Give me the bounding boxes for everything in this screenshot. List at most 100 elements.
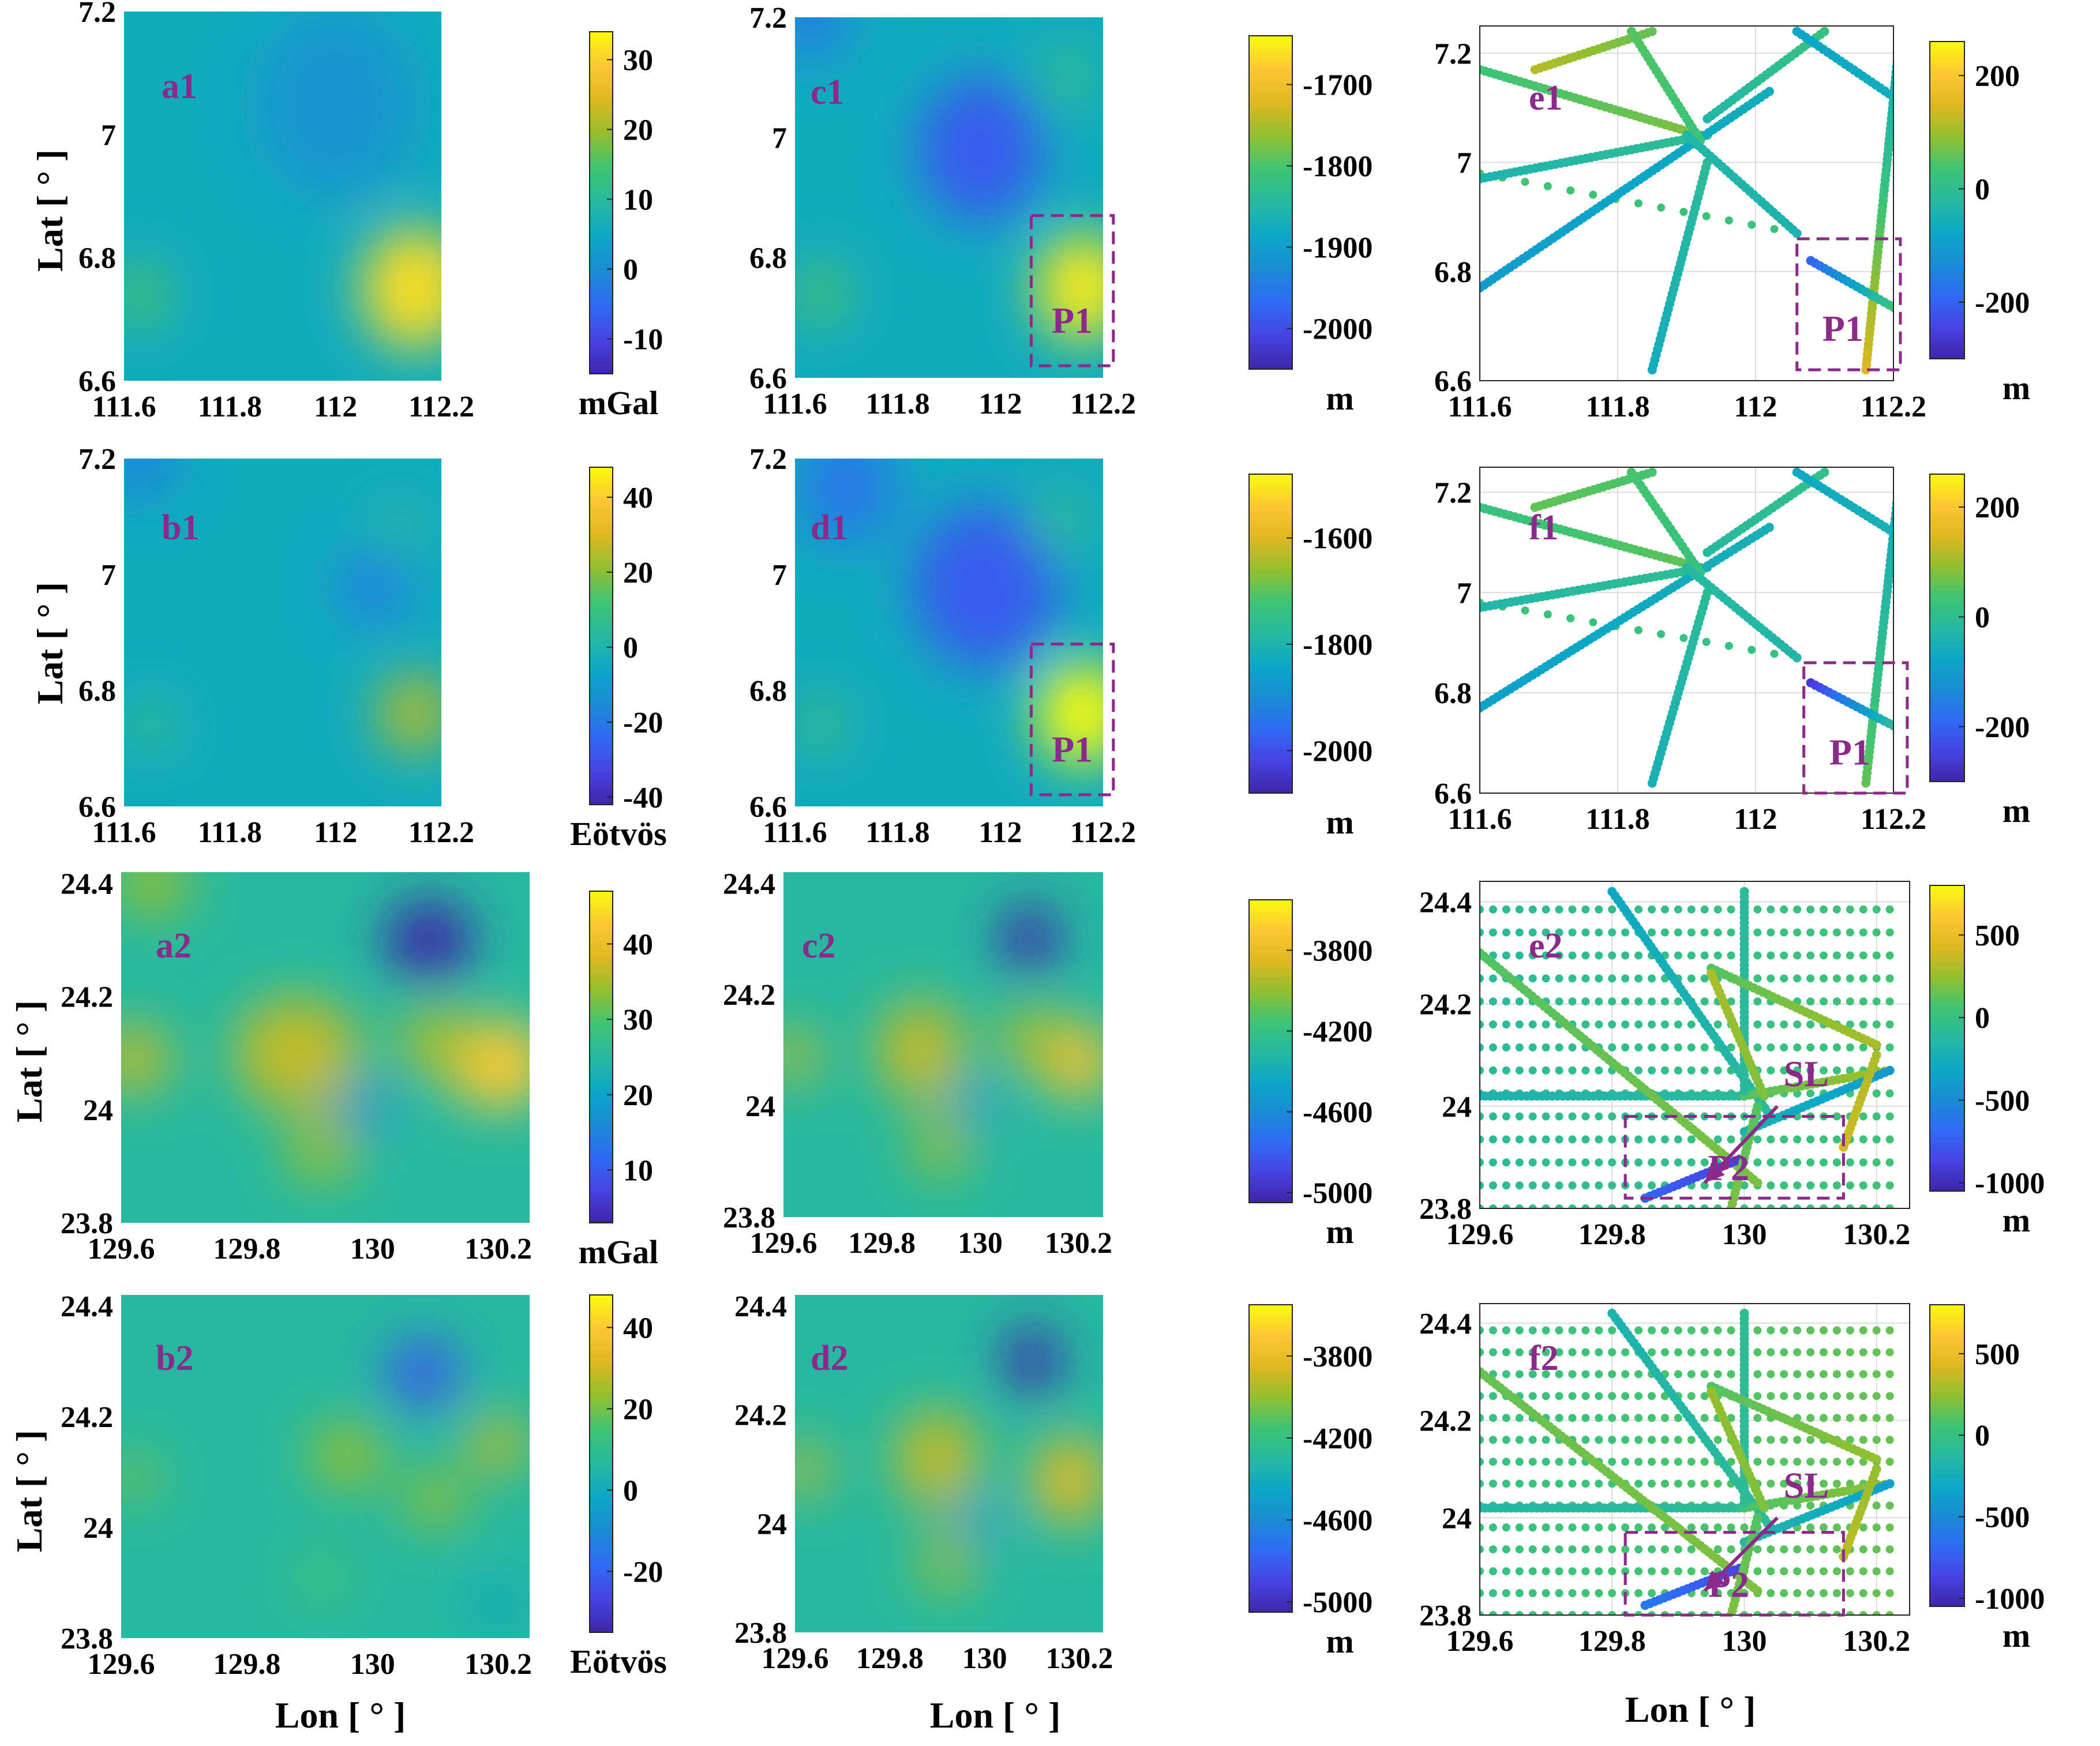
scatter-f2-grid-point [1727,1545,1735,1554]
annotation-label-f2: SL [1784,1465,1829,1505]
ytick-e1-3: 7.2 [1434,37,1472,70]
colorbar-tick-f2-0: 500 [1975,1338,2020,1371]
xtick-a2-3: 130.2 [464,1233,532,1266]
scatter-f2-grid-point [1820,1348,1828,1357]
colorbar-d2 [1248,1304,1293,1613]
scatter-e2-grid-point [1767,1181,1775,1190]
scatter-f2-grid-point [1713,1523,1722,1532]
scatter-e2-grid-point [1674,1135,1682,1144]
ytick-d2-1: 24 [757,1508,787,1541]
scatter-e2-grid-point [1528,1043,1537,1052]
scatter-f2-grid-point [1608,1370,1617,1379]
scatter-e2-grid-point [1832,974,1841,983]
scatter-e1-sparse-point [1657,203,1666,212]
ytick-a2-1: 24 [83,1094,113,1127]
scatter-e2-grid-point [1542,1066,1550,1075]
panel-label-a1: a1 [162,67,197,106]
region-box-e1-0 [1795,237,1902,371]
scatter-e2-grid-point [1753,951,1762,960]
ytick-f2-2: 24.2 [1419,1405,1472,1438]
scatter-f2-grid-point [1542,1370,1550,1379]
scatter-f2-grid-point [1859,1567,1867,1576]
scatter-f2-grid-point [1488,1523,1497,1532]
scatter-f1-track-10-point [1893,723,1903,733]
scatter-e2-grid-point [1528,1204,1537,1208]
scatter-f2-grid-point [1634,1414,1643,1422]
scatter-f2-grid-point [1885,1501,1894,1510]
scatter-f2-grid-point [1793,1545,1802,1554]
scatter-e2-grid-point [1542,1181,1550,1190]
panel-label-d1: d1 [811,508,848,547]
scatter-f2-grid-point [1806,1458,1815,1466]
scatter-e2-grid-point [1568,928,1577,937]
scatter-e2-grid-point [1674,951,1682,960]
panel-c2: c2 129.6 129.8 130 130.2 23.8 24 24.2 24.4 -3800 -… [723,868,1372,1260]
scatter-e2-track-1-point [1753,1178,1762,1188]
heatmap-d2-feature-0 [1003,1327,1061,1393]
region-label-e1-0: P1 [1822,308,1863,349]
scatter-e2-grid-point [1713,1112,1722,1121]
scatter-e2-grid-point [1648,928,1656,937]
scatter-e2-grid-point [1872,1135,1881,1144]
scatter-f2-grid-point [1608,1414,1617,1422]
scatter-f2-grid-point [1480,1567,1484,1576]
scatter-f2-grid-point [1502,1436,1510,1444]
scatter-f2-grid-point [1568,1611,1577,1615]
scatter-e2-grid-point [1806,1020,1815,1029]
scatter-e2-grid-point [1885,997,1894,1006]
scatter-f1-sparse-point [1770,649,1779,658]
scatter-f2-grid-point [1767,1326,1775,1335]
scatter-e2-grid-point [1568,1043,1577,1052]
scatter-e2-grid-point [1885,1135,1894,1144]
scatter-e2-grid-point [1846,974,1854,983]
panel-label-d2: d2 [811,1339,848,1378]
scatter-e2-grid-point [1832,1158,1841,1167]
scatter-e2-grid-point [1634,1066,1643,1075]
scatter-e2-grid-point [1832,997,1841,1006]
scatter-e2-grid-point [1767,928,1775,937]
ytick-c2-2: 24.2 [723,979,775,1012]
scatter-f2-grid-point [1608,1567,1617,1576]
scatter-f2-grid-point [1581,1370,1590,1379]
scatter-e2-grid-point [1820,951,1828,960]
scatter-f2-grid-point [1793,1436,1802,1444]
panel-label-b1: b1 [162,508,199,547]
scatter-f2-grid-point [1753,1458,1762,1466]
scatter-f2-grid-point [1806,1545,1815,1554]
scatter-f2-grid-point [1581,1414,1590,1422]
colorbar-b1 [589,467,613,805]
scatter-e2-grid-point [1846,928,1854,937]
heatmap-b2-feature-2 [309,1422,385,1489]
scatter-e2-grid-point [1793,1089,1802,1098]
scatter-e2-grid-point [1674,1066,1682,1075]
scatter-f2-grid-point [1700,1370,1709,1379]
scatter-f2-grid-point [1806,1436,1815,1444]
scatter-f2-grid-point [1595,1480,1603,1488]
scatter-f2-grid-point [1793,1567,1802,1576]
scatter-e2-grid-point [1713,1181,1722,1190]
scatter-f2-grid-point [1568,1523,1577,1532]
axes-frame-f2 [1479,1303,1910,1616]
scatter-e2-grid-point [1753,1204,1762,1208]
scatter-e2-grid-point [1687,1020,1696,1029]
colorbar-unit-a2: mGal [579,1233,659,1271]
scatter-f2-grid-point [1555,1545,1563,1554]
scatter-e2-grid-point [1700,1181,1709,1190]
scatter-e2-grid-point [1634,1020,1643,1029]
scatter-f2-grid-point [1648,1458,1656,1466]
scatter-f2-grid-point [1608,1545,1617,1554]
scatter-f2-grid-point [1621,1436,1630,1444]
scatter-f2-grid-point [1859,1326,1867,1335]
scatter-e2-grid-point [1595,1135,1603,1144]
region-label-c1-0: P1 [1052,300,1093,341]
scatter-f2-grid-point [1780,1436,1788,1444]
scatter-e2-grid-point [1872,1112,1881,1121]
ytick-c1-2: 7 [772,122,787,155]
colorbar-tick-c2-2: -4600 [1303,1097,1372,1129]
colorbar-tick-a2-1: 30 [623,1004,653,1037]
xtick-d2-2: 130 [962,1642,1007,1675]
ytick-f1-1: 6.8 [1434,677,1472,710]
scatter-f2-grid-point [1859,1392,1867,1400]
colorbar-tick-f2-2: -500 [1975,1501,2030,1534]
